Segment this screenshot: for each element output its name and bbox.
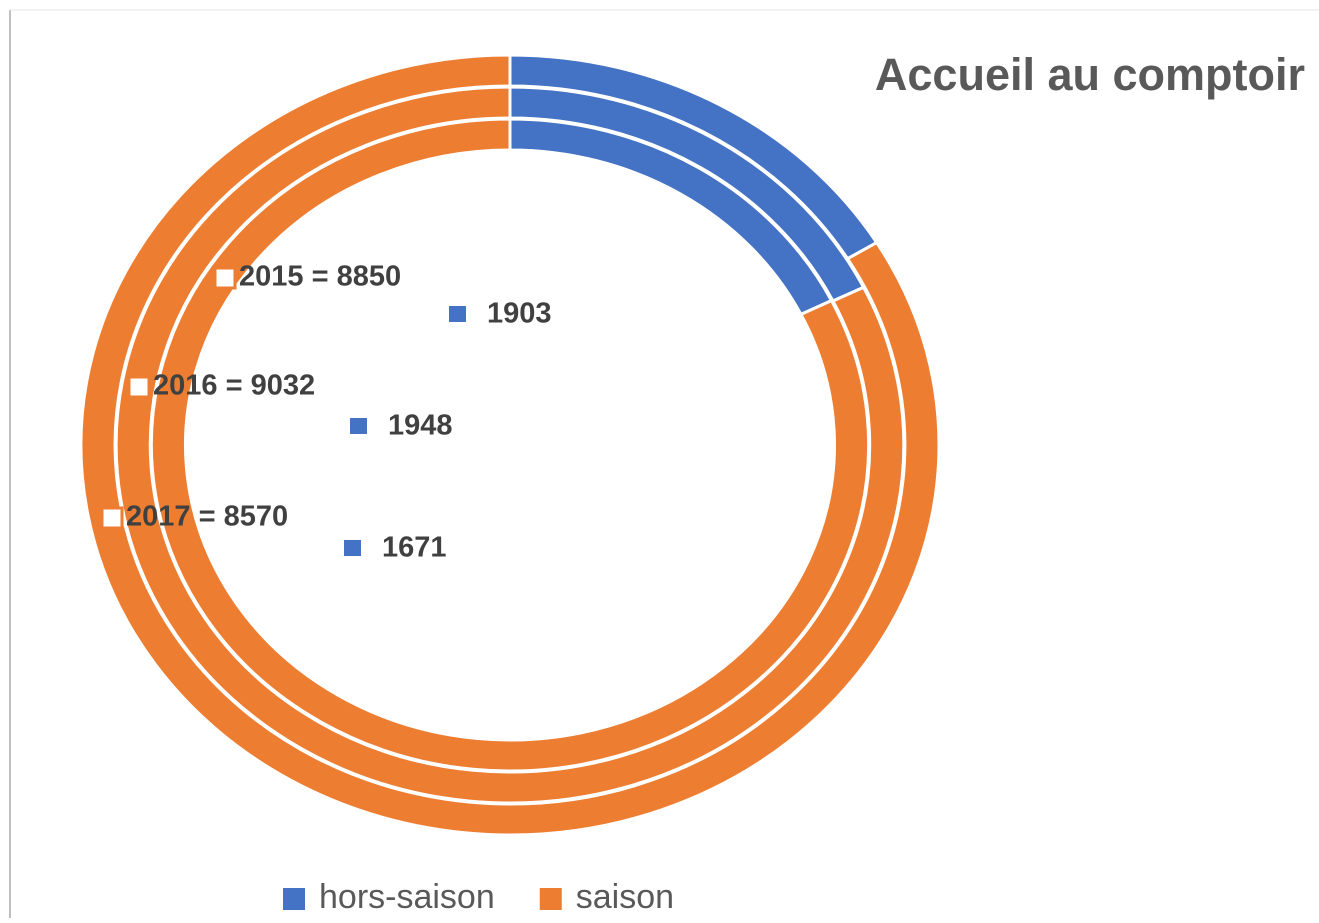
data-label: 1948 (388, 410, 453, 442)
data-label: 1903 (487, 298, 552, 330)
label-key (100, 506, 124, 530)
label-key (127, 375, 151, 399)
label-key (449, 306, 466, 322)
label-key (213, 266, 237, 290)
legend-swatch (283, 888, 305, 910)
donut-segment (79, 53, 941, 837)
legend-label: hors-saison (319, 878, 495, 916)
data-label: 1671 (382, 532, 447, 564)
label-key (344, 540, 361, 556)
data-label: 2016 = 9032 (153, 370, 315, 402)
data-label: 2017 = 8570 (126, 501, 288, 533)
legend-label: saison (576, 878, 674, 916)
label-key (350, 418, 367, 434)
legend-swatch (539, 888, 562, 910)
chart-title: Accueil au comptoir (875, 49, 1305, 100)
data-label: 2015 = 8850 (239, 261, 401, 293)
